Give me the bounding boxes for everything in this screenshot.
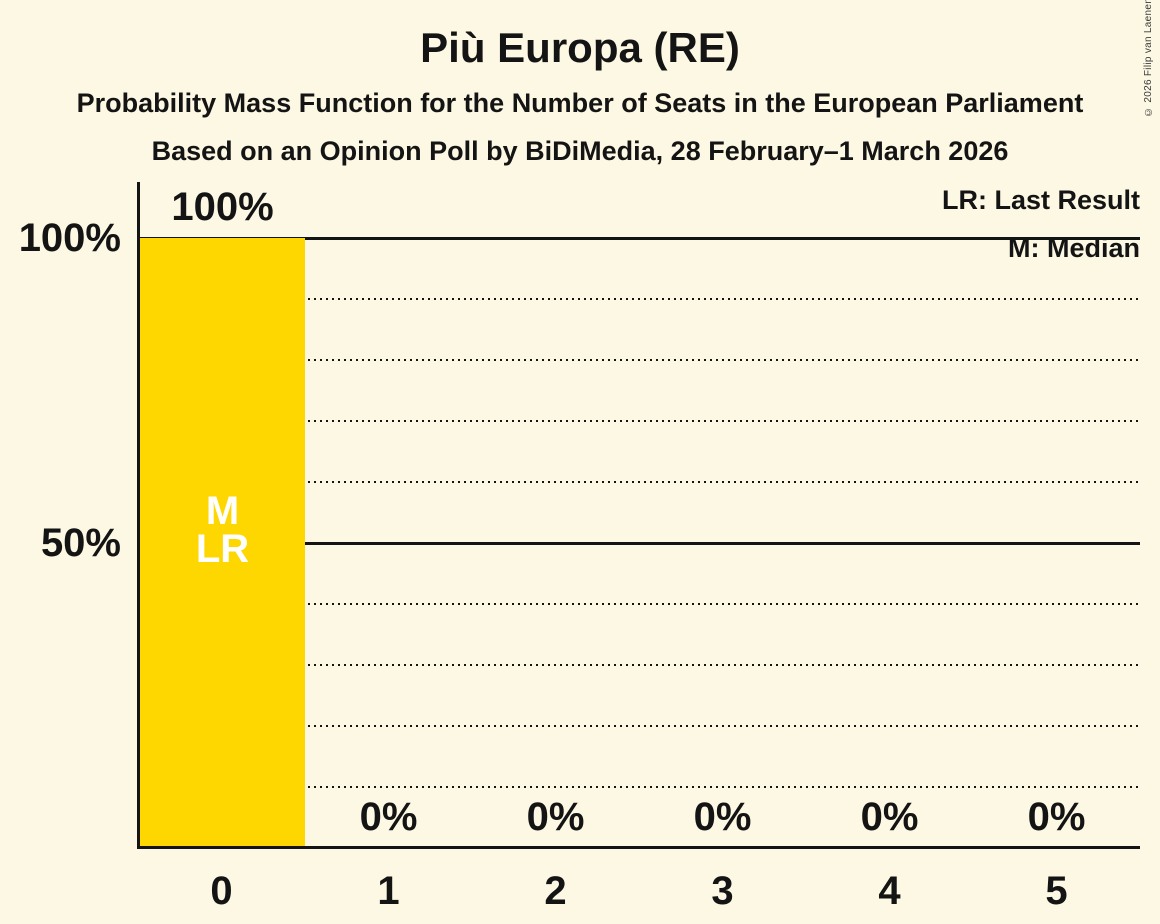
chart-subtitle: Probability Mass Function for the Number…: [76, 88, 1084, 118]
gridline-80pct: [140, 359, 1140, 361]
bar-value-label-5: 0%: [1027, 795, 1086, 839]
legend-last-result: LR: Last Result: [941, 185, 1140, 215]
bar-value-label-2: 0%: [526, 795, 585, 839]
y-tick-label-100: 100%: [18, 216, 121, 260]
bar-value-label-3: 0%: [693, 795, 752, 839]
x-tick-label-5: 5: [1045, 869, 1068, 913]
gridline-90pct: [140, 298, 1140, 300]
gridline-60pct: [140, 481, 1140, 483]
x-tick-label-3: 3: [711, 869, 734, 913]
x-tick-label-1: 1: [377, 869, 400, 913]
chart-poll-source: Based on an Opinion Poll by BiDiMedia, 2…: [151, 136, 1009, 166]
x-tick-label-0: 0: [210, 869, 233, 913]
x-tick-label-4: 4: [878, 869, 901, 913]
page-title: Più Europa (RE): [420, 24, 740, 71]
x-tick-label-2: 2: [544, 869, 567, 913]
gridline-10pct: [140, 786, 1140, 788]
bar-value-label-4: 0%: [860, 795, 919, 839]
legend-median: M: Median: [1008, 233, 1140, 263]
median-marker: M: [205, 489, 240, 533]
bar-seats-0: [140, 238, 305, 846]
gridline-40pct: [140, 603, 1140, 605]
bar-value-label-1: 0%: [359, 795, 418, 839]
last-result-marker: LR: [195, 527, 250, 571]
gridline-50pct: [140, 542, 1140, 545]
gridline-20pct: [140, 725, 1140, 727]
gridline-100pct: [140, 237, 1140, 240]
gridline-70pct: [140, 420, 1140, 422]
gridline-30pct: [140, 664, 1140, 666]
bar-median-lastresult-marker: M LR: [140, 489, 305, 571]
bar-value-label-0: 100%: [171, 185, 274, 229]
copyright-notice: © 2026 Filip van Laenen: [1143, 0, 1154, 117]
y-axis-line: [137, 182, 140, 849]
x-axis-line: [137, 846, 1140, 849]
y-tick-label-50: 50%: [40, 521, 121, 565]
